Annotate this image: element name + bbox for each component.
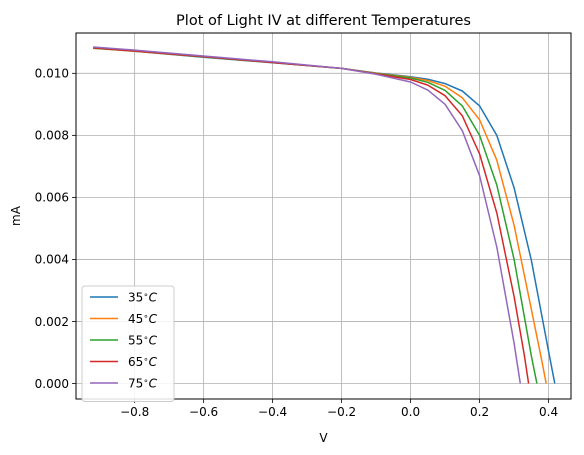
legend-label: 75∘C xyxy=(128,377,158,391)
y-tick-label: 0.006 xyxy=(35,191,69,205)
x-tick-label: −0.6 xyxy=(189,405,218,419)
x-tick-label: 0.2 xyxy=(470,405,489,419)
y-tick-label: 0.000 xyxy=(35,377,69,391)
x-tick-label: −0.8 xyxy=(120,405,149,419)
y-axis-label: mA xyxy=(9,205,23,226)
x-tick-label: 0.4 xyxy=(539,405,558,419)
y-axis-ticks: 0.000 0.002 0.004 0.006 0.008 0.010 xyxy=(35,67,76,391)
legend-label: 45∘C xyxy=(128,312,158,326)
legend-box xyxy=(81,285,175,402)
plot-area-frame xyxy=(75,32,572,400)
legend-label: 65∘C xyxy=(128,355,158,369)
series-lines xyxy=(93,46,556,384)
series-line-75 xyxy=(93,46,522,384)
legend-label: 55∘C xyxy=(128,334,158,348)
chart-title: Plot of Light IV at different Temperatur… xyxy=(176,13,471,29)
y-tick-label: 0.002 xyxy=(35,315,69,329)
y-tick-label: 0.008 xyxy=(35,129,69,143)
grid xyxy=(76,33,571,399)
legend-label: 35∘C xyxy=(128,291,158,305)
x-axis-label: V xyxy=(319,431,328,445)
x-tick-label: 0.0 xyxy=(401,405,420,419)
legend: 35∘C 45∘C 55∘C 65∘C 75∘C xyxy=(81,285,175,402)
x-tick-label: −0.4 xyxy=(258,405,287,419)
y-tick-label: 0.010 xyxy=(35,67,69,81)
x-tick-label: −0.2 xyxy=(327,405,356,419)
x-axis-ticks: −0.8 −0.6 −0.4 −0.2 0.0 0.2 0.4 xyxy=(120,399,558,419)
y-tick-label: 0.004 xyxy=(35,253,69,267)
